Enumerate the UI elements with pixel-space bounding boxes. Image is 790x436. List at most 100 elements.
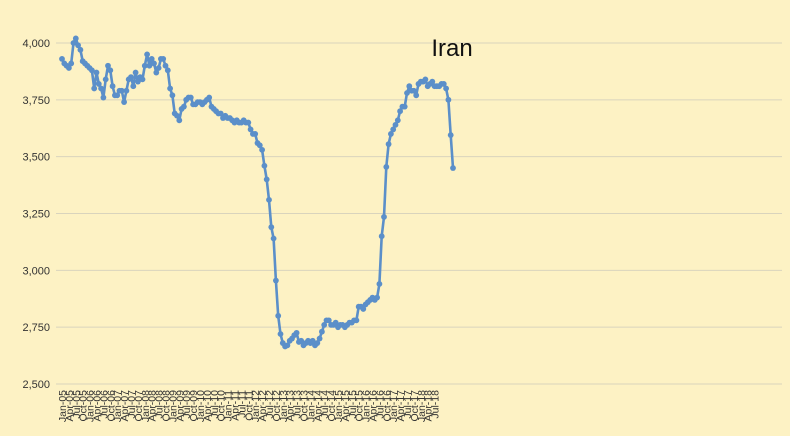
- data-point: [445, 96, 452, 103]
- data-point: [77, 46, 84, 53]
- data-point: [162, 62, 169, 69]
- series-iran: [59, 35, 456, 350]
- data-point: [390, 126, 397, 133]
- data-point: [105, 62, 111, 69]
- data-point: [268, 224, 275, 231]
- data-point: [160, 56, 167, 62]
- x-tick-label: Jul-18: [430, 390, 442, 419]
- data-point: [91, 85, 98, 92]
- data-point: [148, 56, 155, 62]
- data-point: [247, 126, 254, 133]
- x-tick-label: Jan-13: [278, 390, 290, 422]
- data-point: [392, 121, 399, 128]
- series-line: [60, 37, 455, 348]
- data-point: [245, 119, 252, 126]
- data-point: [298, 337, 305, 344]
- x-tick-label: Jul-10: [209, 390, 221, 419]
- data-point: [252, 131, 259, 137]
- data-point: [93, 69, 100, 76]
- data-point: [378, 233, 385, 240]
- x-tick-label: Jan-17: [388, 390, 400, 422]
- y-tick-label: 3,750: [22, 95, 50, 107]
- x-tick-label: Apr-18: [423, 390, 435, 422]
- data-point: [109, 83, 116, 90]
- x-tick-label: Oct-13: [299, 390, 311, 422]
- data-point: [70, 40, 77, 46]
- x-axis-ticks: Jan-05Apr-05Jul-05Oct-05Jan-06Apr-06Jul-…: [57, 390, 442, 422]
- data-point: [385, 141, 392, 148]
- data-point: [429, 78, 436, 85]
- data-point: [411, 87, 417, 94]
- x-tick-label: Jul-07: [126, 390, 138, 419]
- data-point: [114, 92, 121, 99]
- data-point: [321, 321, 328, 328]
- y-tick-label: 2,750: [22, 322, 50, 334]
- y-tick-label: 3,000: [22, 265, 50, 277]
- x-tick-label: Jul-16: [374, 390, 386, 419]
- data-point: [381, 214, 387, 220]
- x-tick-label: Oct-06: [105, 390, 117, 422]
- x-tick-label: Jan-11: [223, 390, 235, 421]
- x-tick-label: Jan-08: [140, 390, 152, 422]
- data-point: [397, 108, 403, 115]
- x-tick-label: Apr-14: [312, 390, 324, 422]
- data-point: [319, 328, 325, 335]
- data-point: [72, 35, 79, 42]
- data-point: [144, 51, 151, 58]
- data-point: [374, 294, 380, 301]
- x-tick-label: Jul-12: [264, 390, 276, 419]
- data-point: [413, 92, 420, 99]
- x-tick-label: Apr-07: [119, 390, 131, 422]
- x-tick-label: Jul-15: [347, 390, 359, 419]
- x-tick-label: Oct-12: [271, 390, 283, 422]
- data-point: [259, 146, 265, 153]
- data-point: [95, 81, 102, 87]
- data-point: [406, 83, 413, 90]
- data-point: [66, 65, 72, 71]
- x-tick-label: Apr-15: [340, 390, 352, 422]
- data-point: [206, 94, 213, 101]
- x-tick-label: Apr-05: [64, 390, 76, 422]
- y-tick-label: 3,250: [22, 209, 50, 221]
- data-point: [98, 85, 104, 92]
- x-tick-label: Oct-07: [133, 390, 145, 422]
- data-point: [284, 342, 291, 349]
- data-point: [447, 132, 454, 138]
- data-point: [275, 312, 282, 319]
- data-point: [450, 165, 456, 171]
- data-point: [135, 78, 141, 85]
- x-tick-label: Apr-16: [368, 390, 380, 422]
- data-point: [68, 60, 75, 67]
- data-point: [164, 67, 171, 74]
- x-tick-label: Apr-08: [147, 390, 159, 422]
- x-tick-label: Jul-09: [181, 390, 193, 419]
- x-tick-label: Jul-06: [98, 390, 110, 419]
- y-axis-ticks: 2,500 2,750 3,000 3,250 3,500 3,750 4,000: [22, 38, 50, 391]
- data-point: [169, 92, 176, 99]
- x-tick-label: Apr-12: [257, 390, 269, 422]
- x-tick-label: Apr-09: [174, 390, 186, 422]
- data-point: [123, 87, 130, 94]
- x-tick-label: Apr-10: [202, 390, 214, 422]
- x-tick-label: Jul-11: [236, 390, 248, 418]
- data-point: [217, 110, 224, 117]
- data-point: [130, 83, 137, 90]
- data-point: [383, 164, 390, 170]
- data-point: [388, 131, 394, 137]
- data-point: [128, 74, 134, 80]
- x-tick-label: Jul-05: [71, 390, 83, 419]
- x-tick-label: Apr-11: [230, 390, 242, 421]
- data-point: [360, 306, 367, 312]
- x-tick-label: Jul-13: [292, 390, 304, 419]
- data-point: [263, 176, 270, 183]
- data-point: [394, 117, 401, 124]
- data-point: [293, 329, 300, 336]
- x-tick-label: Jul-14: [319, 390, 331, 419]
- data-point: [174, 112, 180, 119]
- x-tick-label: Oct-05: [78, 390, 90, 422]
- data-point: [176, 117, 183, 124]
- gridlines: [56, 42, 782, 385]
- x-tick-label: Oct-09: [188, 390, 200, 422]
- x-tick-label: Jan-15: [333, 390, 345, 422]
